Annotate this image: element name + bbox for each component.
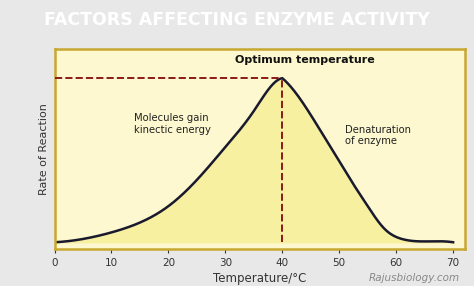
Text: Denaturation
of enzyme: Denaturation of enzyme: [345, 125, 411, 146]
Text: Molecules gain
kinectic energy: Molecules gain kinectic energy: [134, 113, 211, 135]
Text: Rajusbiology.com: Rajusbiology.com: [369, 273, 460, 283]
Text: FACTORS AFFECTING ENZYME ACTIVITY: FACTORS AFFECTING ENZYME ACTIVITY: [44, 11, 430, 29]
Text: Optimum temperature: Optimum temperature: [235, 55, 375, 65]
Y-axis label: Rate of Reaction: Rate of Reaction: [39, 103, 49, 195]
X-axis label: Temperature/°C: Temperature/°C: [213, 272, 306, 285]
